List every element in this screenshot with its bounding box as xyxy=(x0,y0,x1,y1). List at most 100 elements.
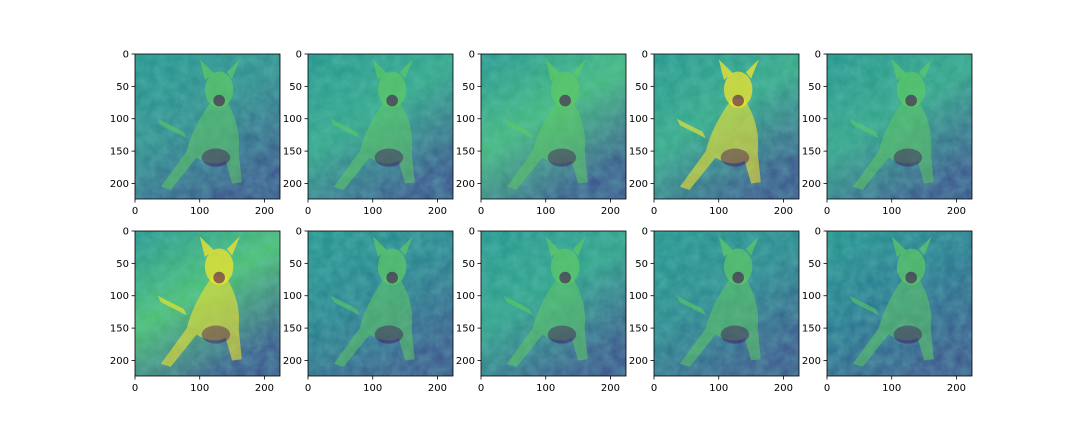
y-tick-label: 200 xyxy=(110,179,129,190)
dog-snout xyxy=(732,94,744,107)
y-tick-label: 100 xyxy=(629,291,648,302)
axes-frame xyxy=(653,230,800,377)
y-tick-label: 150 xyxy=(629,147,648,158)
dog-tail xyxy=(849,118,879,139)
dog-body xyxy=(333,99,415,190)
dog-ear-right xyxy=(399,236,413,256)
y-tick-label: 100 xyxy=(110,114,129,125)
y-tick-label: 200 xyxy=(110,356,129,367)
dog-head xyxy=(723,248,753,285)
x-tick-label: 0 xyxy=(132,206,138,217)
x-tick-label: 0 xyxy=(478,383,484,394)
axes-frame xyxy=(826,230,973,377)
y-tick-label: 200 xyxy=(802,179,821,190)
y-tick-label: 150 xyxy=(802,147,821,158)
x-tick-label: 0 xyxy=(478,206,484,217)
x-tick-label: 0 xyxy=(651,206,657,217)
y-tick-label: 150 xyxy=(456,147,475,158)
x-tick-label: 200 xyxy=(774,383,793,394)
dog-shadow xyxy=(893,325,923,344)
dog-shadow xyxy=(374,325,404,344)
y-tick-label: 50 xyxy=(808,82,821,93)
axes-frame xyxy=(480,53,627,200)
dog-shadow xyxy=(201,148,231,167)
y-tick-label: 50 xyxy=(289,259,302,270)
dog-tail xyxy=(676,118,706,139)
dog-body xyxy=(160,276,242,367)
x-tick-label: 0 xyxy=(305,383,311,394)
dog-head xyxy=(723,71,753,108)
axes-frame xyxy=(307,230,454,377)
y-tick-label: 150 xyxy=(110,324,129,335)
x-tick-label: 200 xyxy=(947,383,966,394)
y-tick-label: 50 xyxy=(462,82,475,93)
dog-snout xyxy=(386,94,398,107)
dog-tail xyxy=(330,118,360,139)
x-tick-label: 100 xyxy=(536,206,555,217)
y-tick-label: 200 xyxy=(629,179,648,190)
panels-layer: 0 100 200 0 50 100 150 200 0 100 200 0 50 100 150 200 0 1… xyxy=(110,50,973,394)
dog-shadow xyxy=(893,148,923,167)
dog-tail xyxy=(157,118,187,139)
y-tick-label: 50 xyxy=(808,259,821,270)
y-tick-label: 50 xyxy=(116,82,129,93)
dog-snout xyxy=(905,94,917,107)
dog-ear-right xyxy=(226,236,240,256)
x-tick-label: 100 xyxy=(536,383,555,394)
y-tick-label: 200 xyxy=(802,356,821,367)
panel-0-2: 0 100 200 0 50 100 150 200 xyxy=(456,50,627,217)
y-tick-label: 100 xyxy=(456,291,475,302)
y-tick-label: 0 xyxy=(123,227,129,238)
y-tick-label: 0 xyxy=(123,50,129,61)
dog-ear-right xyxy=(918,236,932,256)
y-tick-label: 100 xyxy=(802,114,821,125)
x-tick-label: 100 xyxy=(882,383,901,394)
x-tick-label: 200 xyxy=(428,383,447,394)
dog-head xyxy=(550,248,580,285)
panel-0-4: 0 100 200 0 50 100 150 200 xyxy=(802,50,973,217)
panel-1-1: 0 100 200 0 50 100 150 200 xyxy=(283,227,454,394)
dog-ear-right xyxy=(572,59,586,79)
axes-frame xyxy=(653,53,800,200)
x-tick-label: 100 xyxy=(363,383,382,394)
dog-tail xyxy=(330,295,360,316)
axes-frame xyxy=(826,53,973,200)
panel-1-0: 0 100 200 0 50 100 150 200 xyxy=(110,227,281,394)
panel-1-4: 0 100 200 0 50 100 150 200 xyxy=(802,227,973,394)
panel-0-0: 0 100 200 0 50 100 150 200 xyxy=(110,50,281,217)
y-tick-label: 100 xyxy=(802,291,821,302)
dog-ear-right xyxy=(745,236,759,256)
dog-snout xyxy=(559,94,571,107)
y-tick-label: 0 xyxy=(642,50,648,61)
y-tick-label: 150 xyxy=(629,324,648,335)
dog-body xyxy=(852,99,934,190)
axes-frame xyxy=(134,53,281,200)
dog-ear-left xyxy=(545,59,560,80)
dog-ear-left xyxy=(891,59,906,80)
x-tick-label: 100 xyxy=(363,206,382,217)
y-tick-label: 200 xyxy=(456,356,475,367)
x-tick-label: 200 xyxy=(947,206,966,217)
y-tick-label: 150 xyxy=(283,324,302,335)
dog-ear-left xyxy=(372,59,387,80)
y-tick-label: 100 xyxy=(283,291,302,302)
x-tick-label: 100 xyxy=(709,383,728,394)
x-tick-label: 200 xyxy=(255,383,274,394)
dog-ear-left xyxy=(545,236,560,257)
dog-shadow xyxy=(547,148,577,167)
y-tick-label: 150 xyxy=(110,147,129,158)
dog-body xyxy=(679,99,761,190)
dog-ear-left xyxy=(718,59,733,80)
dog-body xyxy=(506,276,588,367)
dog-shadow xyxy=(720,325,750,344)
axes-frame xyxy=(307,53,454,200)
x-tick-label: 200 xyxy=(774,206,793,217)
x-tick-label: 0 xyxy=(824,206,830,217)
dog-ear-left xyxy=(718,236,733,257)
x-tick-label: 100 xyxy=(882,206,901,217)
axes-frame xyxy=(134,230,281,377)
dog-tail xyxy=(503,118,533,139)
dog-body xyxy=(333,276,415,367)
dog-snout xyxy=(732,271,744,284)
